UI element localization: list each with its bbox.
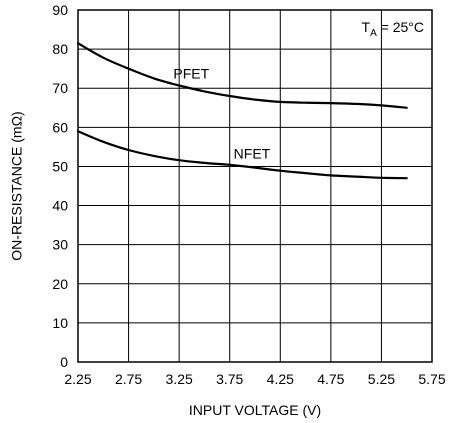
x-tick-label: 3.75 xyxy=(216,371,243,387)
x-tick-label: 4.25 xyxy=(267,371,294,387)
y-tick-label: 10 xyxy=(52,315,68,331)
grid xyxy=(77,9,433,363)
x-tick-label: 2.25 xyxy=(64,371,91,387)
y-tick-label: 40 xyxy=(52,198,68,214)
x-axis-title: INPUT VOLTAGE (V) xyxy=(189,402,321,418)
x-axis-ticks: 2.25 2.75 3.25 3.75 4.25 4.75 5.25 5.75 xyxy=(64,371,445,387)
annotation-subscript: A xyxy=(370,28,377,39)
nfet-series-line xyxy=(76,130,408,180)
y-axis-ticks: 0 10 20 30 40 50 60 70 80 90 xyxy=(52,2,68,370)
x-tick-label: 3.25 xyxy=(166,371,193,387)
x-tick-label: 2.75 xyxy=(115,371,142,387)
x-tick-label: 5.75 xyxy=(418,371,445,387)
y-axis-title: ON-RESISTANCE (mΩ) xyxy=(9,111,25,260)
y-tick-label: 60 xyxy=(52,119,68,135)
plot-frame xyxy=(77,9,433,363)
y-tick-label: 30 xyxy=(52,237,68,253)
y-tick-label: 0 xyxy=(60,354,68,370)
annotation-suffix: = 25°C xyxy=(377,19,424,35)
pfet-series-line xyxy=(76,42,408,109)
x-tick-label: 5.25 xyxy=(368,371,395,387)
annotation-main: T xyxy=(362,19,371,35)
y-tick-label: 90 xyxy=(52,2,68,18)
y-tick-label: 50 xyxy=(52,158,68,174)
x-tick-label: 4.75 xyxy=(317,371,344,387)
nfet-series-label: NFET xyxy=(234,145,271,161)
y-tick-label: 70 xyxy=(52,80,68,96)
temperature-annotation: TA = 25°C xyxy=(362,19,424,39)
y-tick-label: 20 xyxy=(52,276,68,292)
y-tick-label: 80 xyxy=(52,41,68,57)
series-layer: PFET NFET xyxy=(76,42,408,180)
pfet-series-label: PFET xyxy=(173,65,209,81)
